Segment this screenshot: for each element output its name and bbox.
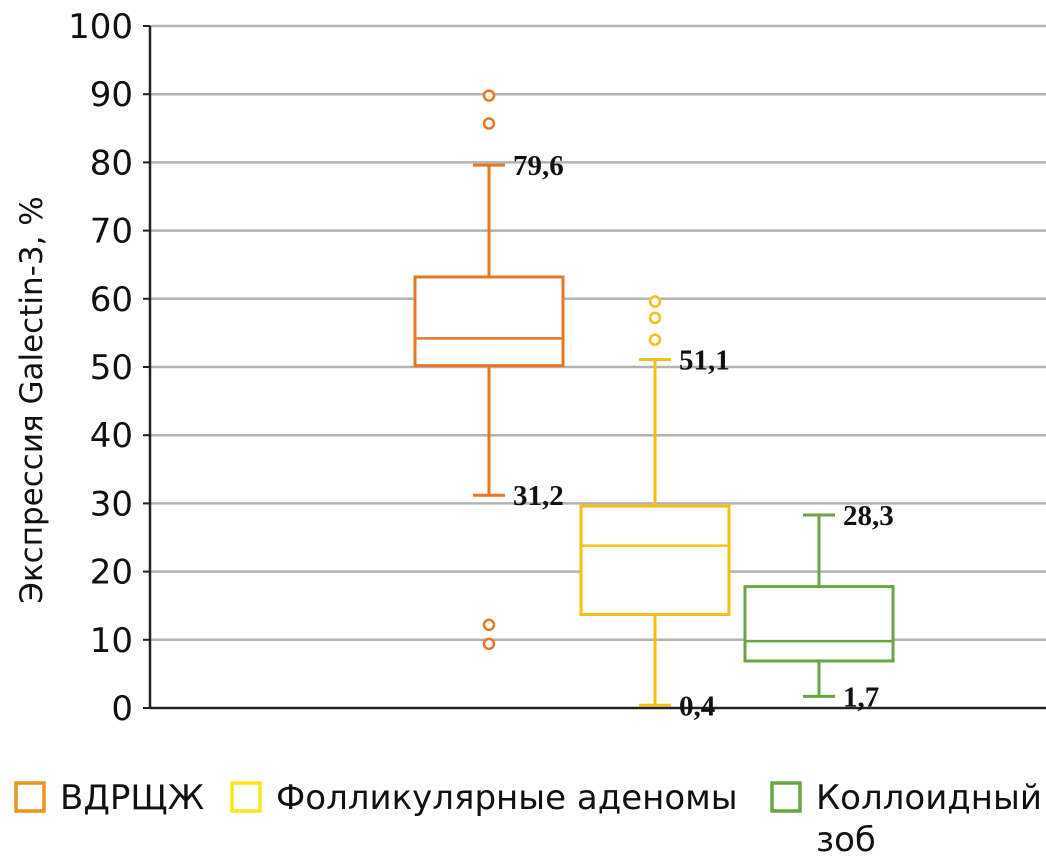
box-group: 28,3 1,7 <box>743 500 895 713</box>
outlier-point <box>482 89 496 102</box>
y-tick-label: 70 <box>90 212 133 252</box>
legend-swatch <box>14 781 46 813</box>
outlier-point <box>648 333 662 346</box>
box-group: 79,6 31,2 <box>413 89 565 651</box>
box-iqr <box>579 504 731 617</box>
box-group: 51,1 0,4 <box>579 295 731 722</box>
box-iqr <box>413 275 565 368</box>
legend-label: Коллоидный <box>816 778 1042 818</box>
whisker-high-label: 79,6 <box>513 150 564 182</box>
y-tick-label: 90 <box>90 75 133 115</box>
outlier-point <box>482 618 496 632</box>
whisker-low-label: 0,4 <box>679 690 715 722</box>
y-tick-label: 0 <box>111 689 133 729</box>
outlier-point <box>648 311 662 325</box>
boxes: 79,6 31,2 51,1 0,4 28,3 1,7 <box>413 89 895 722</box>
outlier-point <box>482 637 496 651</box>
y-axis-ticks: 0 10 20 30 40 50 60 70 80 90 100 <box>68 7 150 729</box>
grid-lines <box>150 24 1046 642</box>
whisker-high-label: 28,3 <box>843 500 894 532</box>
y-tick-label: 20 <box>90 553 133 593</box>
legend-label: Фолликулярные аденомы <box>276 778 738 818</box>
whisker-low-label: 31,2 <box>513 480 564 512</box>
legend-swatch <box>770 781 802 813</box>
legend-item: ВДРЩЖ <box>14 778 204 818</box>
y-tick-label: 10 <box>90 621 133 661</box>
legend-label: зоб <box>816 820 876 860</box>
whisker-high-label: 51,1 <box>679 344 730 376</box>
y-tick-label: 100 <box>68 7 133 47</box>
whisker-low-label: 1,7 <box>843 681 879 713</box>
y-tick-label: 40 <box>90 416 133 456</box>
y-tick-label: 30 <box>90 484 133 524</box>
outlier-point <box>648 295 662 308</box>
legend-swatch <box>230 781 262 813</box>
y-tick-label: 80 <box>90 143 133 183</box>
box-iqr <box>743 585 895 663</box>
y-tick-label: 50 <box>90 348 133 388</box>
y-axis-label: Экспрессия Galectin-3, % <box>14 196 50 603</box>
y-tick-label: 60 <box>90 280 133 320</box>
legend-item: Фолликулярные аденомы <box>230 778 738 818</box>
outlier-point <box>482 117 496 130</box>
legend-label: ВДРЩЖ <box>60 778 204 818</box>
